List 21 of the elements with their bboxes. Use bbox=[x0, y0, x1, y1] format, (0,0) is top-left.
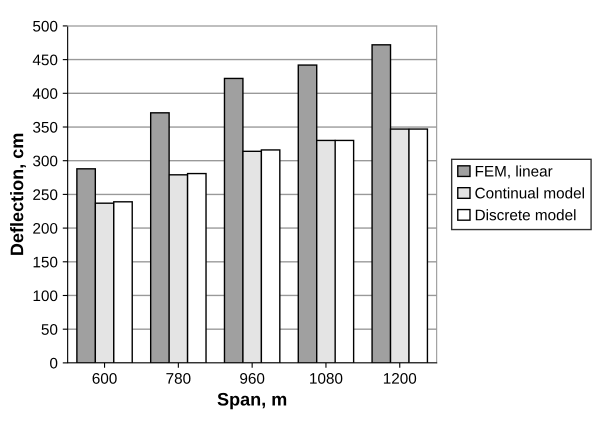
x-axis-title: Span, m bbox=[218, 392, 286, 410]
y-tick-label: 0 bbox=[50, 358, 58, 369]
x-tick-label: 780 bbox=[166, 373, 190, 384]
y-tick-label: 400 bbox=[32, 88, 58, 99]
legend-label: Discrete model bbox=[476, 209, 576, 220]
y-tick-label: 200 bbox=[33, 222, 58, 234]
y-tick-label: 50 bbox=[42, 324, 58, 335]
y-axis-title: Deflection, cm bbox=[10, 134, 26, 255]
y-tick-label: 250 bbox=[33, 189, 58, 200]
y-tick-label: 300 bbox=[33, 156, 58, 166]
y-tick-label: 350 bbox=[33, 122, 58, 133]
y-tick-label: 150 bbox=[34, 256, 58, 268]
legend-label: Continual model bbox=[475, 187, 584, 198]
x-tick-label: 1080 bbox=[310, 373, 342, 384]
y-tick-label: 500 bbox=[33, 20, 58, 32]
y-tick-label: 450 bbox=[32, 54, 58, 66]
x-tick-label: 1200 bbox=[384, 373, 416, 384]
x-tick-label: 600 bbox=[92, 373, 117, 384]
x-tick-label: 960 bbox=[240, 373, 264, 384]
y-tick-label: 100 bbox=[34, 290, 58, 302]
legend-label: FEM, linear bbox=[476, 165, 552, 178]
